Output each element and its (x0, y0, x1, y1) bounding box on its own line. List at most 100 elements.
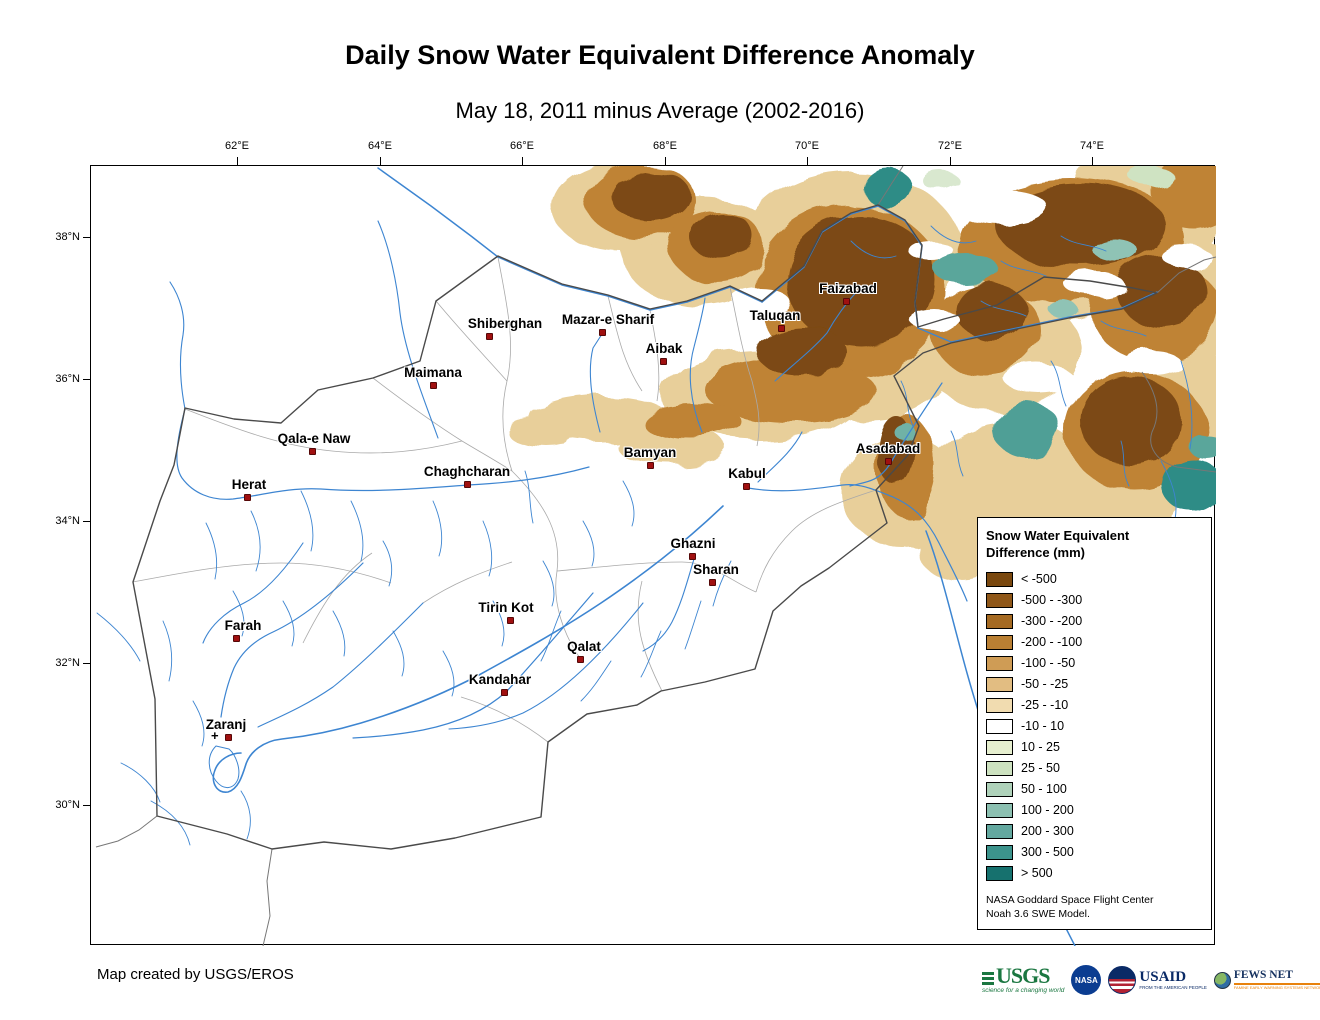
usaid-tagline: FROM THE AMERICAN PEOPLE (1139, 984, 1207, 990)
city-dot (506, 616, 514, 624)
legend-item: -500 - -300 (986, 590, 1203, 611)
legend-label: 25 - 50 (1021, 761, 1060, 776)
city-label: Taluqan (749, 308, 801, 323)
city-dot (777, 324, 785, 332)
usaid-seal-icon (1108, 966, 1137, 994)
city-label: Herat (231, 477, 267, 492)
legend-label: -10 - 10 (1021, 719, 1065, 734)
page-title: Daily Snow Water Equivalent Difference A… (345, 40, 975, 70)
city-dot (224, 733, 232, 741)
agency-logos: USGS science for a changing world NASA U… (982, 956, 1320, 1004)
city-dot (598, 328, 606, 336)
nasa-logo-text: NASA (1075, 975, 1098, 985)
legend-swatch (986, 844, 1013, 860)
tick-mark (1092, 157, 1093, 165)
city-label: Asadabad (855, 441, 921, 456)
city-dot (500, 688, 508, 696)
terrain-negative-anomaly-layer (506, 166, 1216, 581)
neighbor-country-borders (95, 166, 1216, 946)
legend-label: > 500 (1021, 866, 1053, 881)
legend-label: < -500 (1021, 572, 1057, 587)
legend-label: 10 - 25 (1021, 740, 1060, 755)
city-label: Shiberghan (467, 316, 543, 331)
legend-item: -25 - -10 (986, 695, 1203, 716)
basemap-svg (95, 166, 1216, 946)
legend-swatch (986, 697, 1013, 713)
terrain-positive-anomaly-layer (862, 166, 1216, 513)
usgs-bars-icon (982, 972, 994, 988)
city-dot (308, 447, 316, 455)
legend-swatch (986, 634, 1013, 650)
tick-mark (522, 157, 523, 165)
legend-item: -50 - -25 (986, 674, 1203, 695)
legend-swatch (986, 865, 1013, 881)
fewsnet-globe-icon (1213, 971, 1231, 989)
legend-note-line1: NASA Goddard Space Flight Center (986, 893, 1154, 906)
legend-swatch (986, 781, 1013, 797)
legend-label: 300 - 500 (1021, 845, 1074, 860)
longitude-tick-label: 74°E (1080, 140, 1104, 152)
legend-swatch (986, 823, 1013, 839)
legend-swatch (986, 571, 1013, 587)
legend-item: < -500 (986, 569, 1203, 590)
city-label: Farah (224, 618, 262, 633)
city-dot (688, 552, 696, 560)
legend-items: < -500 -500 - -300 -300 - -200 -200 - -1… (986, 569, 1203, 884)
city-dot (708, 578, 716, 586)
city-label: Sharan (693, 562, 739, 577)
city-label: Faizabad (819, 281, 877, 296)
tick-mark (83, 521, 90, 522)
legend-swatch (986, 718, 1013, 734)
legend-note-line2: Noah 3.6 SWE Model. (986, 907, 1090, 920)
city-label: Ghazni (670, 536, 716, 551)
legend-item: 100 - 200 (986, 800, 1203, 821)
nasa-logo: NASA (1071, 965, 1102, 995)
legend-label: -200 - -100 (1021, 635, 1083, 650)
tick-mark (83, 379, 90, 380)
city-dot (646, 461, 654, 469)
legend-label: 200 - 300 (1021, 824, 1074, 839)
tick-mark (83, 663, 90, 664)
legend-note: NASA Goddard Space Flight Center Noah 3.… (986, 893, 1203, 921)
legend-label: -50 - -25 (1021, 677, 1069, 692)
legend-item: 25 - 50 (986, 758, 1203, 779)
usgs-logo: USGS science for a changing world (982, 965, 1064, 995)
legend-item: 200 - 300 (986, 821, 1203, 842)
latitude-tick-label: 36°N (55, 373, 80, 385)
city-label: Chaghcharan (423, 464, 511, 479)
longitude-tick-label: 70°E (795, 140, 819, 152)
city-dot (485, 332, 493, 340)
city-label: Zaranj (205, 717, 247, 732)
city-dot (842, 297, 850, 305)
legend-label: -25 - -10 (1021, 698, 1069, 713)
legend-item: -10 - 10 (986, 716, 1203, 737)
longitude-tick-label: 72°E (938, 140, 962, 152)
city-dot (429, 381, 437, 389)
tick-mark (83, 237, 90, 238)
country-border-afghanistan (132, 204, 1158, 850)
legend-item: 300 - 500 (986, 842, 1203, 863)
city-dot (463, 480, 471, 488)
longitude-tick-label: 62°E (225, 140, 249, 152)
legend-label: -500 - -300 (1021, 593, 1083, 608)
tick-mark (83, 805, 90, 806)
usaid-logo: USAID FROM THE AMERICAN PEOPLE (1108, 966, 1207, 994)
legend-item: -200 - -100 (986, 632, 1203, 653)
city-dot (576, 655, 584, 663)
fewsnet-logo-text: FEWS NET (1233, 970, 1320, 985)
legend-swatch (986, 739, 1013, 755)
legend-item: -300 - -200 (986, 611, 1203, 632)
legend-title: Snow Water Equivalent Difference (mm) (986, 528, 1203, 562)
tick-mark (380, 157, 381, 165)
legend-swatch (986, 676, 1013, 692)
legend-label: -100 - -50 (1021, 656, 1076, 671)
city-dot (659, 357, 667, 365)
tick-mark (237, 157, 238, 165)
legend-label: 100 - 200 (1021, 803, 1074, 818)
legend-swatch (986, 760, 1013, 776)
city-dot (742, 482, 750, 490)
city-cross-icon: + (211, 728, 219, 743)
legend-label: 50 - 100 (1021, 782, 1067, 797)
legend-swatch (986, 592, 1013, 608)
